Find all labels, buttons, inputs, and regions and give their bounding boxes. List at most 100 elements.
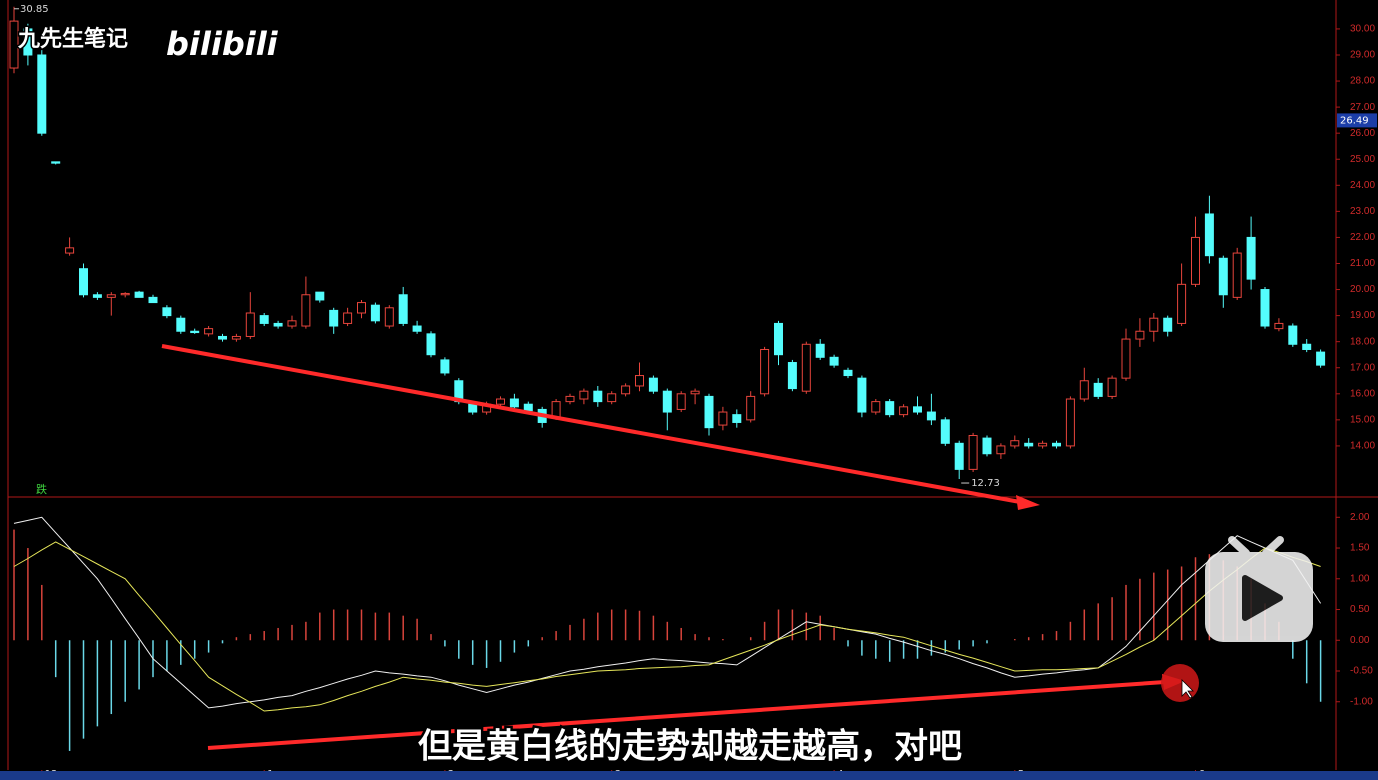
candle-body: [523, 403, 533, 412]
cursor: [1181, 679, 1194, 699]
candle-body: [1163, 317, 1173, 332]
candle-body: [37, 54, 47, 134]
candle-body: [1218, 257, 1228, 296]
candle-body: [92, 294, 102, 298]
y-tick-label: -0.50: [1350, 666, 1373, 677]
y-tick-label: 30.00: [1350, 24, 1375, 35]
candle-body: [426, 333, 436, 356]
candle-body: [593, 390, 603, 403]
watermark: 九先生笔记: [17, 26, 128, 52]
logo: bilibili: [166, 25, 279, 63]
candle-body: [871, 401, 881, 413]
candle-body: [968, 434, 978, 470]
candle-body: [370, 304, 380, 322]
candle-body: [1246, 236, 1256, 280]
y-tick-label: 2.00: [1350, 512, 1370, 523]
high-label: 30.85: [20, 4, 49, 15]
candle-body: [787, 362, 797, 390]
y-tick-label: 23.00: [1350, 206, 1375, 217]
candle-body: [468, 403, 478, 413]
macd-line: [13, 541, 1321, 712]
candle-body: [51, 161, 61, 164]
candle-body: [982, 437, 992, 455]
candle-body: [1288, 325, 1298, 345]
candle-body: [551, 401, 561, 418]
y-tick-label: 14.00: [1350, 441, 1375, 452]
price-marker-label: 26.49: [1340, 115, 1369, 126]
candle-body: [621, 385, 631, 395]
price-marker-box: [1337, 113, 1377, 128]
candle-body: [1302, 343, 1312, 350]
candle-body: [662, 390, 672, 413]
candle-body: [843, 369, 853, 377]
candle-body: [1204, 213, 1214, 257]
candle-body: [857, 377, 867, 413]
candle-body: [496, 398, 505, 405]
y-tick-label: 0.00: [1350, 635, 1370, 646]
candle-body: [273, 322, 283, 327]
candle-body: [676, 393, 686, 410]
candle-body: [940, 419, 950, 444]
cursor-highlight: [1161, 664, 1199, 702]
candle-body: [607, 393, 617, 403]
candle-body: [148, 296, 158, 304]
play-overlay[interactable]: [1205, 536, 1313, 642]
candle-body: [926, 411, 936, 421]
y-tick-label: 15.00: [1350, 414, 1375, 425]
candle-body: [287, 320, 297, 327]
candle-body: [885, 401, 895, 416]
candle-body: [1065, 398, 1075, 447]
candle-body: [1052, 442, 1061, 447]
candle-body: [190, 330, 200, 334]
candle-body: [1121, 338, 1131, 379]
candle-body: [690, 390, 700, 395]
candle-body: [65, 247, 75, 254]
candle-body: [1149, 317, 1159, 332]
icon-ear: [1262, 536, 1284, 557]
candle-body: [1274, 322, 1284, 330]
candle-body: [106, 294, 116, 298]
y-tick-label: 18.00: [1350, 336, 1375, 347]
candle-body: [760, 348, 770, 395]
down-arrow: [161, 344, 1021, 504]
candle-body: [1232, 252, 1242, 298]
candle-body: [315, 291, 325, 301]
candle-body: [648, 377, 658, 392]
candle-body: [218, 335, 227, 340]
candle-body: [829, 356, 839, 366]
candle-body: [913, 406, 922, 413]
y-tick-label: 16.00: [1350, 388, 1375, 399]
candle-body: [134, 291, 144, 298]
y-tick-label: 1.50: [1350, 543, 1370, 554]
candle-body: [746, 395, 756, 421]
candle-body: [815, 343, 825, 358]
candle-body: [1191, 236, 1200, 285]
candle-body: [579, 390, 589, 400]
candle-body: [1010, 440, 1020, 447]
candle-body: [899, 406, 909, 416]
candle-body: [704, 395, 714, 429]
y-tick-label: 28.00: [1350, 76, 1375, 87]
play-triangle: [1242, 575, 1283, 621]
y-tick-label: 17.00: [1350, 362, 1375, 373]
candle-body: [565, 395, 575, 403]
y-tick-label: 26.00: [1350, 128, 1375, 139]
candle-body: [1093, 382, 1103, 397]
candle-body: [245, 312, 255, 337]
candle-body: [996, 445, 1006, 455]
y-tick-label: 19.00: [1350, 310, 1375, 321]
candle-body: [635, 375, 644, 387]
candle-body: [204, 328, 214, 335]
candle-body: [398, 294, 408, 324]
bottom-bar: [0, 771, 1378, 780]
candle-body: [384, 307, 394, 327]
candle-body: [9, 20, 19, 69]
y-tick-label: 25.00: [1350, 154, 1375, 165]
candle-body: [1135, 330, 1145, 340]
candle-body: [718, 411, 728, 426]
candle-body: [954, 442, 964, 470]
subtitle: 但是黄白线的走势却越走越高，对吧: [418, 727, 962, 767]
y-tick-label: 29.00: [1350, 50, 1375, 61]
